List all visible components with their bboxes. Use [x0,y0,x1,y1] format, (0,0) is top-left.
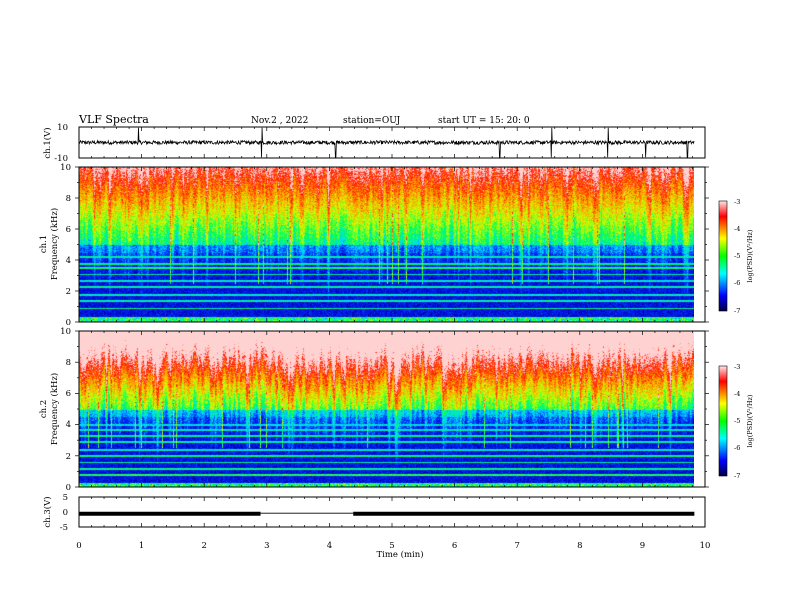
ch1-colorbar-label: log(PSD)(V²/Hz) [746,229,754,282]
ch1-spectrogram-panel: 0 2 4 6 8 10 ch.1 Frequency (kHz) [39,163,709,328]
ch1-colorbar: -3 -4 -5 -6 -7 log(PSD)(V²/Hz) [718,198,754,315]
ch2-cb-tick-neg5: -5 [734,417,740,425]
x-tick-label: 4 [327,541,332,551]
ch3-ytick-0: 0 [63,508,68,518]
ch1-cb-tick-neg5: -5 [734,252,740,260]
ch2-colorbar-label: log(PSD)(V²/Hz) [746,394,754,447]
time-axis-tick-labels: 0 1 2 3 4 5 6 7 8 9 10 [76,541,710,551]
ch1-frequency-ylabel: Frequency (kHz) [49,208,60,280]
ch1-waveform-ticks [78,127,706,158]
ch1-channel-label: ch.1 [39,235,49,253]
start-time-label: start UT = 15: 20: 0 [438,116,530,126]
x-tick-label: 1 [139,541,144,551]
ch2-ytick-4: 4 [66,420,71,430]
ch2-ytick-6: 6 [66,389,71,399]
ch2-ytick-0: 0 [66,483,71,493]
x-tick-label: 8 [577,541,582,551]
ch1-ytick-6: 6 [66,225,71,235]
x-tick-label: 0 [76,541,81,551]
ch3-ytick-neg5: -5 [60,523,68,533]
ch1-colorbar-gradient [718,200,728,312]
x-tick-label: 10 [700,541,711,551]
ch1-ylabel: ch.1(V) [42,127,53,158]
ch1-ytick-0: 0 [66,318,71,328]
ch2-spectrogram-ticks [75,330,709,488]
ch2-cb-tick-neg4: -4 [734,390,740,398]
ch1-frequency-ticks: 0 2 4 6 8 10 [60,163,71,328]
x-tick-label: 2 [201,541,206,551]
ch3-status-ticks [78,497,706,527]
ch2-ytick-10: 10 [60,327,71,337]
ch2-channel-label: ch.2 [39,400,49,418]
x-tick-label: 7 [514,541,519,551]
x-tick-label: 5 [389,541,394,551]
ch2-frequency-ylabel: Frequency (kHz) [49,373,60,445]
time-axis-label: Time (min) [376,549,423,560]
ch1-cb-tick-neg7: -7 [734,307,740,315]
ch1-ytick-2: 2 [66,287,71,297]
ch2-ytick-8: 8 [66,358,71,368]
ch1-ytick-4: 4 [66,256,71,266]
ch1-cb-tick-neg4: -4 [734,225,740,233]
ch2-cb-tick-neg3: -3 [734,363,740,371]
ch2-cb-tick-neg7: -7 [734,472,740,480]
x-tick-label: 3 [264,541,269,551]
ch1-waveform-trace [78,127,695,158]
ch1-ytick-10: 10 [60,163,71,173]
ch2-colorbar: -3 -4 -5 -6 -7 log(PSD)(V²/Hz) [718,363,754,480]
figure-title: VLF Spectra [78,113,149,126]
ch3-ylabel: ch.3(V) [42,496,53,527]
x-tick-label: 6 [452,541,457,551]
ch3-ytick-5: 5 [63,493,68,503]
ch3-status-trace [79,511,695,516]
ch2-ytick-2: 2 [66,452,71,462]
ch2-spectrogram-image [79,331,694,487]
ch1-spectrogram-image [79,167,694,322]
date-label: Nov.2 , 2022 [251,116,308,126]
ch1-waveform-panel: 10 -10 ch.1(V) [42,123,706,164]
ch3-status-panel: 5 0 -5 ch.3(V) [42,493,706,533]
ch1-ytick-8: 8 [66,194,71,204]
station-label: station=OUJ [343,116,401,126]
ch2-cb-tick-neg6: -6 [734,444,740,452]
x-tick-label: 9 [640,541,645,551]
ch1-cb-tick-neg3: -3 [734,198,740,206]
ch1-cb-tick-neg6: -6 [734,279,740,287]
ch1-ytick-neg10: -10 [54,154,68,164]
ch2-spectrogram-panel: 0 2 4 6 8 10 ch.2 Frequency (kHz) [39,327,709,493]
ch1-spectrogram-ticks [75,166,709,323]
ch2-frequency-ticks: 0 2 4 6 8 10 [60,327,71,493]
ch1-ytick-10: 10 [57,123,68,133]
ch2-colorbar-gradient [718,365,728,477]
